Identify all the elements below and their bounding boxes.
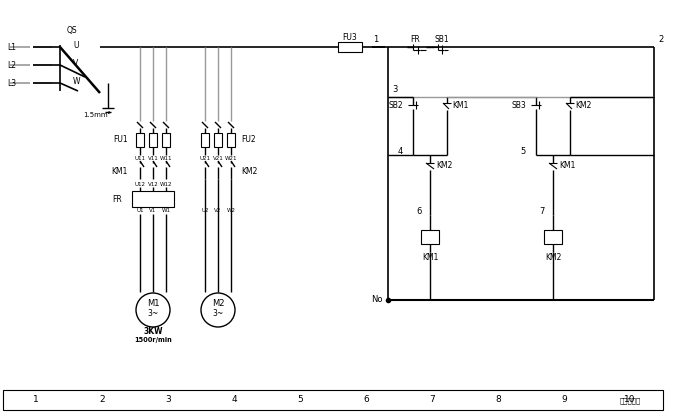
Text: U: U: [73, 41, 78, 50]
Text: FR: FR: [112, 195, 122, 204]
Text: V1: V1: [149, 209, 157, 214]
Text: 3: 3: [165, 396, 171, 404]
Text: 5: 5: [297, 396, 303, 404]
Text: W11: W11: [160, 157, 172, 161]
Text: W21: W21: [224, 157, 237, 161]
Text: 3: 3: [392, 85, 397, 93]
Text: SB2: SB2: [389, 102, 403, 111]
Text: W12: W12: [160, 181, 172, 187]
Bar: [162, 133, 170, 147]
Text: L3: L3: [7, 78, 16, 88]
Text: KM1: KM1: [422, 254, 438, 263]
Text: V12: V12: [147, 181, 158, 187]
Text: L2: L2: [7, 60, 16, 69]
Text: KM1: KM1: [559, 161, 575, 171]
Text: W: W: [73, 78, 80, 86]
Text: 8: 8: [495, 396, 501, 404]
Text: W2: W2: [226, 209, 235, 214]
Text: M1: M1: [147, 299, 160, 309]
Text: V21: V21: [213, 157, 223, 161]
Circle shape: [136, 293, 170, 327]
Text: 电子发烧友: 电子发烧友: [620, 398, 642, 404]
Text: 7: 7: [429, 396, 435, 404]
Bar: [214, 133, 222, 147]
Text: 1: 1: [33, 396, 39, 404]
Text: SB3: SB3: [511, 102, 526, 111]
Text: 6: 6: [416, 206, 422, 216]
Text: SB1: SB1: [435, 35, 450, 43]
Text: KM2: KM2: [241, 168, 258, 176]
Text: 6: 6: [363, 396, 369, 404]
Text: V11: V11: [147, 157, 158, 161]
Circle shape: [201, 293, 235, 327]
Text: 7: 7: [539, 206, 545, 216]
Text: 4: 4: [231, 396, 237, 404]
Text: 1.5mm²: 1.5mm²: [83, 112, 110, 118]
Text: KM1: KM1: [452, 102, 468, 111]
Text: 3~: 3~: [212, 309, 224, 318]
Text: No: No: [372, 295, 383, 304]
Bar: [132, 191, 174, 207]
Text: 10: 10: [624, 396, 635, 404]
Text: U1: U1: [137, 209, 144, 214]
Text: 1500r/min: 1500r/min: [134, 337, 172, 343]
Text: W1: W1: [162, 209, 170, 214]
Text: KM2: KM2: [575, 102, 592, 111]
Bar: [338, 42, 362, 52]
Text: U21: U21: [199, 157, 210, 161]
Bar: [3, 390, 663, 410]
Text: FU2: FU2: [241, 135, 256, 143]
Bar: [544, 230, 562, 244]
Text: 3KW: 3KW: [143, 328, 163, 337]
Text: QS: QS: [67, 26, 78, 35]
Text: 3~: 3~: [147, 309, 159, 318]
Text: M2: M2: [212, 299, 224, 309]
Text: U11: U11: [135, 157, 145, 161]
Bar: [136, 133, 144, 147]
Text: 2: 2: [658, 36, 663, 45]
Text: FU3: FU3: [343, 33, 358, 41]
Text: U12: U12: [135, 181, 145, 187]
Text: 2: 2: [99, 396, 105, 404]
Text: FR: FR: [410, 35, 420, 43]
Text: U2: U2: [201, 209, 209, 214]
Text: V2: V2: [214, 209, 222, 214]
Bar: [201, 133, 209, 147]
Text: 4: 4: [397, 147, 403, 156]
Bar: [227, 133, 235, 147]
Text: KM2: KM2: [436, 161, 452, 171]
Text: KM2: KM2: [545, 254, 561, 263]
Text: V: V: [73, 59, 78, 69]
Text: 9: 9: [561, 396, 567, 404]
Text: L1: L1: [7, 43, 16, 52]
Text: 1: 1: [373, 36, 379, 45]
Text: KM1: KM1: [112, 168, 128, 176]
Bar: [149, 133, 157, 147]
Text: 5: 5: [521, 147, 526, 156]
Bar: [421, 230, 439, 244]
Text: FU1: FU1: [114, 135, 128, 143]
